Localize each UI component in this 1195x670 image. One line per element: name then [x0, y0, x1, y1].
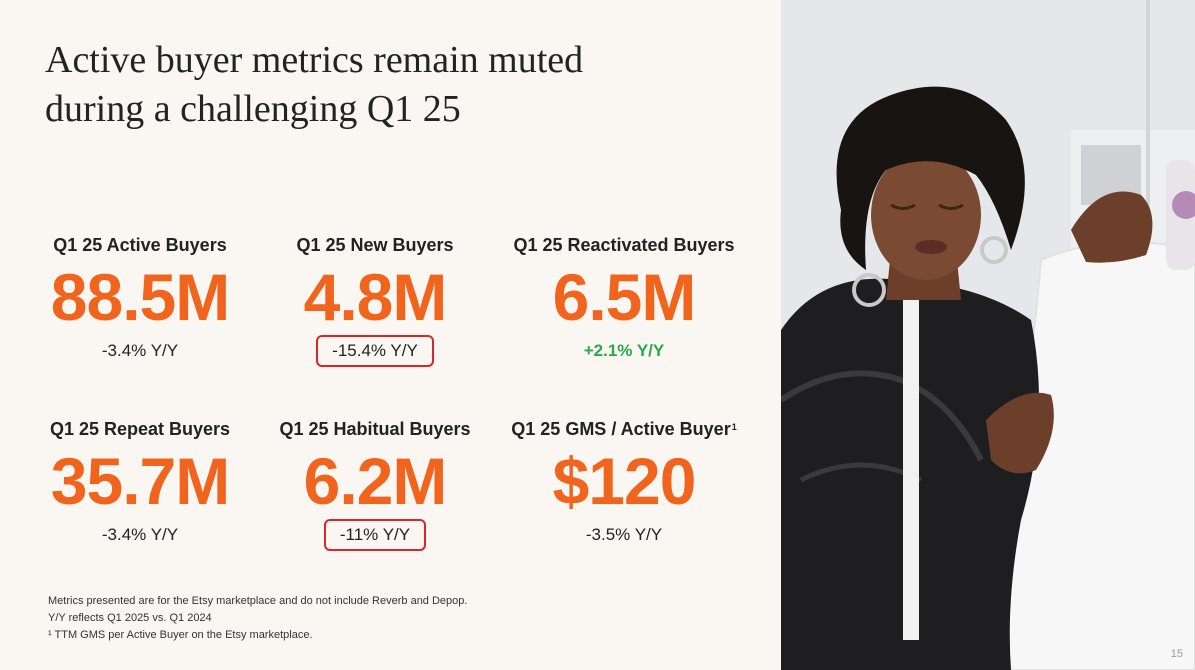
slide-title: Active buyer metrics remain muted during… — [45, 36, 745, 134]
photo-maker-with-dress-form: 15 — [781, 0, 1195, 670]
metric-label: Q1 25 Repeat Buyers — [49, 419, 231, 439]
metric-habitual-buyers: Q1 25 Habitual Buyers 6.2M -11% Y/Y — [250, 417, 500, 551]
photo-illustration — [781, 0, 1195, 670]
metric-value: 6.2M — [303, 444, 448, 518]
metric-label: Q1 25 New Buyers — [296, 235, 454, 255]
metric-label-text: Q1 25 GMS / Active Buyer — [511, 419, 731, 439]
metric-change-highlighted: -11% Y/Y — [323, 519, 427, 551]
metric-active-buyers: Q1 25 Active Buyers 88.5M -3.4% Y/Y — [15, 233, 265, 367]
metric-repeat-buyers: Q1 25 Repeat Buyers 35.7M -3.4% Y/Y — [15, 417, 265, 551]
metric-label: Q1 25 GMS / Active Buyer1 — [499, 417, 749, 441]
metric-change-positive: +2.1% Y/Y — [583, 341, 665, 360]
metric-value: 6.5M — [552, 260, 697, 334]
metric-value: $120 — [552, 444, 697, 518]
metric-gms-per-active-buyer: Q1 25 GMS / Active Buyer1 $120 -3.5% Y/Y — [499, 417, 749, 551]
slide-title-line-1: Active buyer metrics remain muted — [45, 39, 584, 81]
metric-change: -3.5% Y/Y — [585, 525, 663, 544]
footnotes: Metrics presented are for the Etsy marke… — [48, 593, 467, 644]
footnote-gms: ¹ TTM GMS per Active Buyer on the Etsy m… — [48, 629, 313, 641]
metric-label: Q1 25 Habitual Buyers — [279, 419, 471, 439]
footnote-marker: 1 — [731, 422, 737, 432]
content-panel: Active buyer metrics remain muted during… — [15, 36, 749, 644]
metric-change: -3.4% Y/Y — [101, 341, 179, 360]
metric-label: Q1 25 Reactivated Buyers — [513, 235, 735, 255]
footnote-scope: Metrics presented are for the Etsy marke… — [48, 595, 468, 607]
metric-new-buyers: Q1 25 New Buyers 4.8M -15.4% Y/Y — [250, 233, 500, 367]
slide-title-line-2: during a challenging Q1 25 — [45, 88, 461, 130]
metric-label: Q1 25 Active Buyers — [53, 235, 227, 255]
footnote-yoy: Y/Y reflects Q1 2025 vs. Q1 2024 — [48, 612, 212, 624]
metric-change-highlighted: -15.4% Y/Y — [316, 335, 434, 367]
metric-value: 35.7M — [50, 444, 230, 518]
metric-change: -3.4% Y/Y — [101, 525, 179, 544]
metric-value: 88.5M — [50, 260, 230, 334]
metric-value: 4.8M — [303, 260, 448, 334]
metric-reactivated-buyers: Q1 25 Reactivated Buyers 6.5M +2.1% Y/Y — [499, 233, 749, 367]
page-number: 15 — [1170, 648, 1183, 660]
